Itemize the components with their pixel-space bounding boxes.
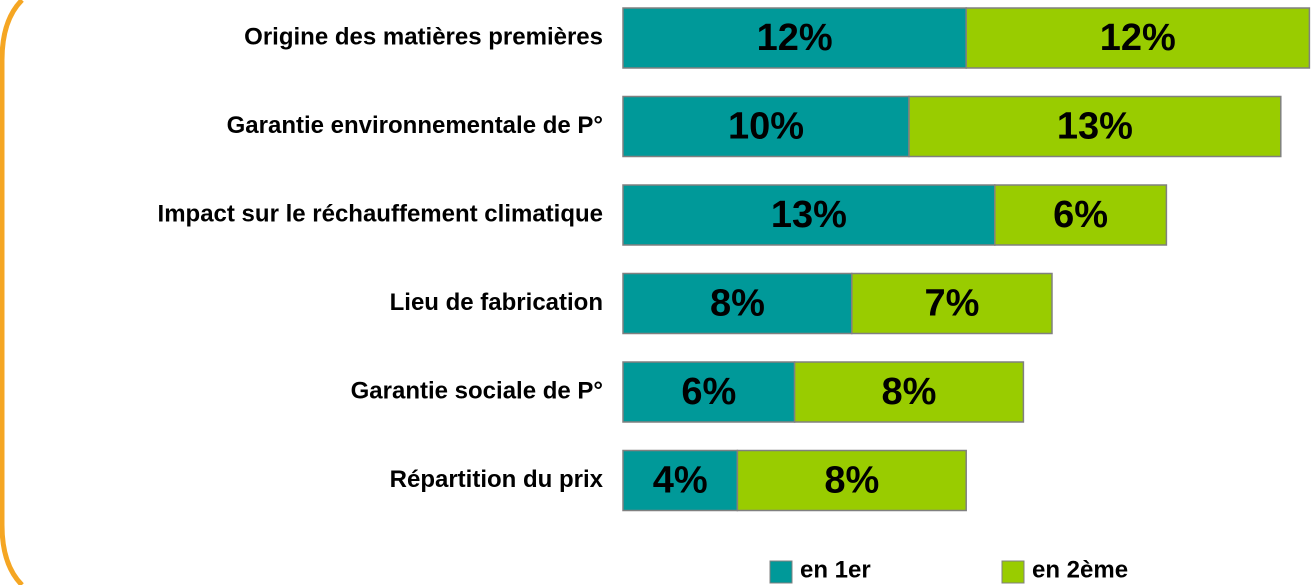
value-label: 6% bbox=[681, 371, 736, 413]
value-label: 8% bbox=[824, 460, 879, 502]
bar-segment bbox=[965, 7, 1311, 69]
category-label: Origine des matières premières bbox=[244, 23, 603, 50]
value-label: 13% bbox=[1057, 106, 1133, 148]
bar-segment bbox=[622, 361, 796, 423]
value-label: 8% bbox=[710, 283, 765, 325]
value-label: 8% bbox=[882, 371, 937, 413]
category-label: Impact sur le réchauffement climatique bbox=[158, 200, 603, 227]
bar-segment bbox=[793, 361, 1025, 423]
legend-swatch bbox=[1001, 560, 1025, 584]
category-label: Répartition du prix bbox=[390, 466, 604, 493]
legend-swatch bbox=[769, 560, 793, 584]
value-label: 10% bbox=[728, 106, 804, 148]
legend-label: en 2ème bbox=[1032, 556, 1128, 583]
bar-segment bbox=[994, 184, 1168, 246]
bar-segment bbox=[622, 184, 996, 246]
value-label: 4% bbox=[653, 460, 708, 502]
bar-segment bbox=[908, 95, 1282, 158]
frame bbox=[0, 0, 24, 585]
value-label: 6% bbox=[1053, 194, 1108, 236]
value-label: 12% bbox=[757, 17, 833, 59]
value-label: 7% bbox=[924, 283, 979, 325]
value-label: 13% bbox=[771, 194, 847, 236]
category-label: Lieu de fabrication bbox=[390, 289, 603, 316]
bar-segment bbox=[622, 7, 967, 69]
bar-segment bbox=[622, 95, 910, 158]
legend-label: en 1er bbox=[800, 556, 871, 583]
bar-segment bbox=[851, 272, 1053, 335]
bar-segment bbox=[736, 449, 967, 512]
bar-segment bbox=[622, 272, 853, 335]
category-label: Garantie sociale de P° bbox=[351, 377, 603, 404]
value-label: 12% bbox=[1100, 17, 1176, 59]
category-label: Garantie environnementale de P° bbox=[227, 112, 603, 139]
